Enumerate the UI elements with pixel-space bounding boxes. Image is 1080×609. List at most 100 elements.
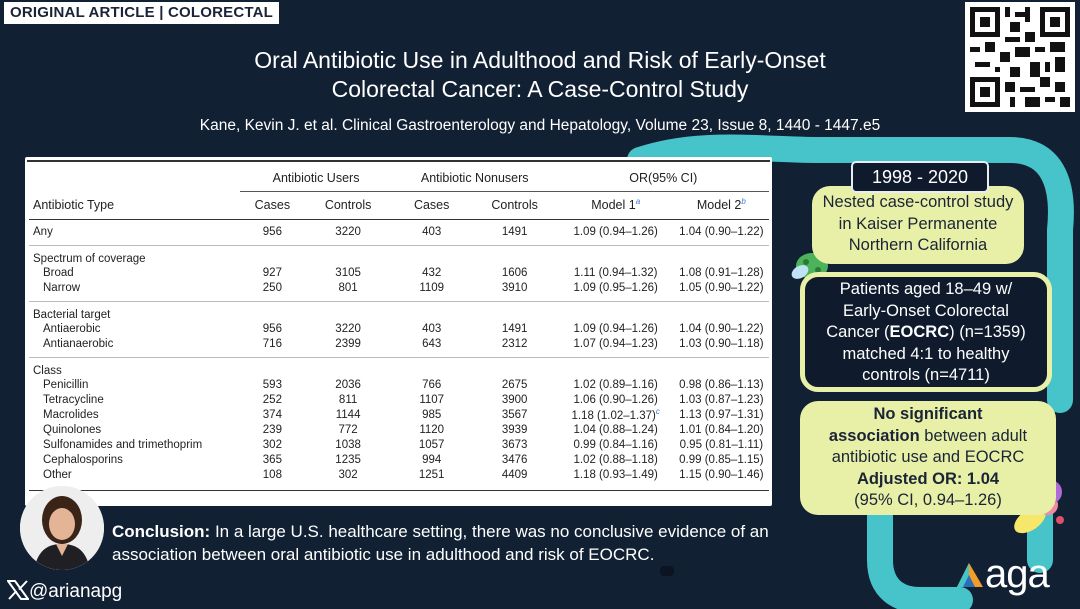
row-label: Tetracycline — [43, 393, 104, 406]
social-handle-text: @arianapg — [29, 581, 123, 602]
cell-value: 1.03 (0.87–1.23) — [679, 393, 764, 406]
cell-value: 1.09 (0.94–1.26) — [573, 226, 658, 238]
study-line: Nested case-control study — [822, 193, 1014, 211]
table-row: Cephalosporins 365 1235 994 3476 1.02 (0.88–1… — [29, 452, 769, 467]
table-row: Sulfonamides and trimethoprim 302 1038 1057… — [29, 437, 769, 452]
cell-value: 985 — [422, 408, 442, 421]
cell-value: 1251 — [418, 468, 445, 481]
cell-value: 1491 — [501, 226, 528, 238]
table-row: Any 956 3220 403 1491 1.09 (0.94–1.26) 1.04 (0… — [29, 219, 769, 245]
row-label: Narrow — [43, 281, 81, 294]
cell-value: 716 — [262, 337, 282, 350]
cell-value: 1.15 (0.90–1.46) — [679, 468, 764, 481]
col-header-model2: Model 2b — [673, 191, 769, 220]
significance-footnote: c — [655, 407, 660, 417]
row-label: Any — [33, 226, 53, 238]
cell-value: 0.98 (0.86–1.13) — [679, 378, 764, 391]
table-row: Broad 927 3105 432 1606 1.11 (0.94–1.32) 1.08 … — [29, 265, 769, 280]
table-row: Penicillin 593 2036 766 2675 1.02 (0.89–1.16)… — [29, 377, 769, 392]
patients-line: controls (n=4711) — [862, 366, 990, 384]
cell-value: 1109 — [419, 281, 445, 294]
article-title: Oral Antibiotic Use in Adulthood and Ris… — [200, 46, 880, 104]
article-type-badge: ORIGINAL ARTICLE | COLORECTAL — [4, 2, 280, 24]
cell-value: 0.99 (0.85–1.15) — [679, 453, 764, 466]
patients-line: Patients aged 18–49 w/ — [839, 280, 1013, 298]
table-row: Macrolides 374 1144 985 3567 1.18 (1.02–1.37)… — [29, 407, 769, 422]
col-header-nonuser-cases: Cases — [391, 191, 472, 220]
cell-value: 1606 — [501, 266, 528, 279]
cell-value: 302 — [338, 468, 358, 481]
cell-value: 2399 — [335, 337, 361, 350]
cell-value: 3567 — [501, 408, 528, 421]
cell-value: 1.09 (0.95–1.26) — [573, 281, 658, 294]
cell-value: 927 — [262, 266, 282, 279]
cell-value: 1235 — [335, 453, 361, 466]
cell-value: 3939 — [501, 423, 528, 436]
cell-value: 1.02 (0.89–1.16) — [573, 378, 658, 391]
x-logo-icon — [6, 580, 30, 600]
cell-value: 0.99 (0.84–1.16) — [573, 438, 658, 451]
cell-value: 3220 — [335, 322, 361, 335]
cell-value: 2675 — [501, 378, 528, 391]
section-label: Class — [29, 356, 769, 377]
cell-value: 994 — [422, 453, 442, 466]
social-handle[interactable]: @arianapg — [6, 580, 123, 603]
col-header-model1: Model 1a — [557, 191, 674, 220]
table-row: Tetracycline 252 811 1107 3900 1.06 (0.90–1.2… — [29, 392, 769, 407]
group-header-users: Antibiotic Users — [240, 165, 392, 192]
cell-value: 811 — [338, 393, 358, 406]
col-header-type: Antibiotic Type — [29, 191, 241, 220]
cell-value: 1.02 (0.88–1.18) — [573, 453, 658, 466]
cell-value: 1107 — [419, 393, 445, 406]
section-label-row: Bacterial target — [29, 300, 769, 321]
cell-value: 1.04 (0.90–1.22) — [679, 322, 764, 335]
cell-value: 3476 — [501, 453, 528, 466]
conclusion-text: Conclusion: In a large U.S. healthcare s… — [112, 520, 792, 566]
cell-value: 3673 — [501, 438, 528, 451]
patients-line: Early-Onset Colorectal — [843, 301, 1009, 320]
cell-value: 1038 — [335, 438, 361, 451]
table-row: Quinolones 239 772 1120 3939 1.04 (0.88–1.24)… — [29, 422, 769, 437]
row-label: Penicillin — [43, 378, 89, 391]
results-table: Antibiotic Users Antibiotic Nonusers OR(… — [29, 165, 769, 491]
cell-value: 1.18 (1.02–1.37)c — [571, 407, 660, 422]
author-avatar — [20, 486, 104, 570]
cell-value: 2312 — [501, 337, 528, 350]
cell-value: 1.04 (0.88–1.24) — [573, 423, 658, 436]
row-label: Antiaerobic — [43, 322, 101, 335]
model1-footnote: a — [635, 197, 641, 207]
cell-value: 403 — [422, 322, 442, 335]
cell-value: 1.08 (0.91–1.28) — [679, 266, 764, 279]
result-line: No significant — [873, 405, 983, 423]
table-row: Other 108 302 1251 4409 1.18 (0.93–1.49) 1.15 … — [29, 467, 769, 482]
col-header-user-cases: Cases — [240, 191, 305, 220]
qr-code-icon[interactable] — [965, 2, 1075, 112]
cell-value: 3910 — [501, 281, 528, 294]
result-line: (95% CI, 0.94–1.26) — [854, 491, 1002, 509]
cell-value: 1120 — [419, 423, 445, 436]
cell-value: 1.01 (0.84–1.20) — [679, 423, 764, 436]
model2-footnote: b — [741, 197, 746, 207]
cell-value: 801 — [338, 281, 358, 294]
cell-value: 1.11 (0.94–1.32) — [573, 266, 658, 279]
cell-value: 1.07 (0.94–1.23) — [573, 337, 658, 350]
row-label: Other — [43, 468, 72, 481]
section-label: Bacterial target — [29, 300, 769, 321]
section-label: Spectrum of coverage — [29, 244, 769, 265]
patients-box: Patients aged 18–49 w/ Early-Onset Color… — [800, 272, 1052, 392]
row-label: Cephalosporins — [43, 453, 123, 466]
cell-value: 956 — [262, 226, 282, 238]
title-line-2: Colorectal Cancer: A Case-Control Study — [331, 76, 749, 102]
row-label: Antianaerobic — [43, 337, 114, 350]
cell-value: 365 — [262, 453, 282, 466]
cell-value: 1491 — [501, 322, 528, 335]
cell-value: 1.05 (0.90–1.22) — [679, 281, 764, 294]
patients-line: Cancer (EOCRC) (n=1359) — [826, 323, 1026, 341]
cell-value: 1.03 (0.90–1.18) — [679, 337, 764, 350]
row-label: Sulfonamides and trimethoprim — [43, 438, 203, 451]
cell-value: 3900 — [501, 393, 528, 406]
group-header-nonusers: Antibiotic Nonusers — [391, 165, 558, 192]
section-label-row: Class — [29, 356, 769, 377]
patients-line: matched 4:1 to healthy — [842, 344, 1010, 363]
cell-value: 3220 — [335, 226, 361, 238]
